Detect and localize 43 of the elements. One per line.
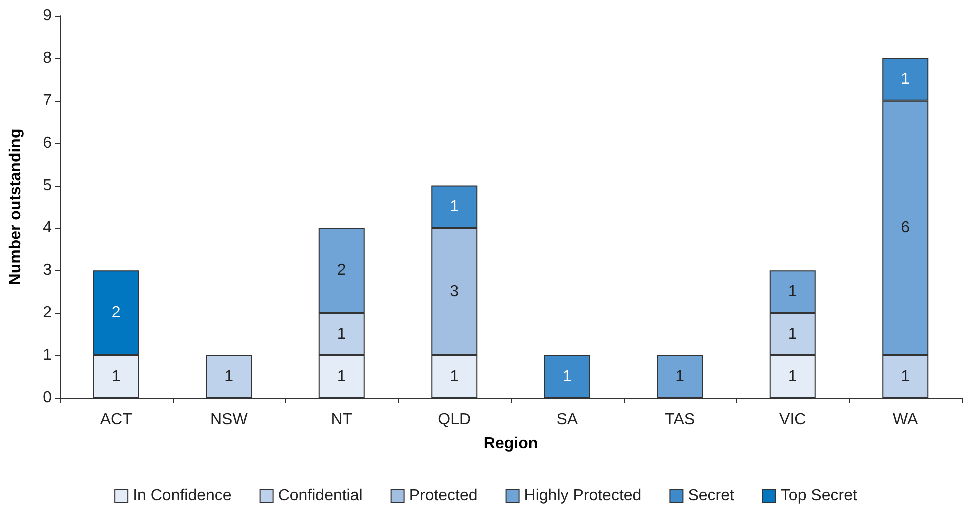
data-label: 3	[450, 283, 460, 300]
data-label: 1	[224, 368, 234, 386]
data-label: 1	[788, 368, 798, 386]
x-tick-label: WA	[893, 412, 919, 428]
x-tick-label: NSW	[210, 412, 249, 428]
y-tick-label: 0	[43, 390, 52, 406]
data-label: 2	[337, 262, 346, 280]
x-tick-label: VIC	[780, 412, 806, 428]
x-axis-title: Region	[484, 436, 538, 452]
x-tick-label: NT	[331, 412, 353, 428]
data-label: 1	[337, 326, 346, 343]
data-label: 6	[901, 220, 910, 237]
y-tick-label: 9	[43, 8, 52, 24]
data-label: 2	[112, 304, 121, 322]
data-label: 1	[788, 283, 798, 300]
y-tick-label: 5	[43, 177, 52, 194]
legend-label: In Confidence	[133, 488, 232, 504]
legend-label: Protected	[409, 488, 478, 504]
y-tick-label: 2	[43, 304, 52, 322]
x-tick-label: SA	[556, 412, 578, 428]
data-label: 1	[337, 368, 346, 386]
legend-label: Confidential	[278, 488, 363, 504]
x-tick-label: TAS	[665, 412, 696, 428]
data-label: 1	[450, 198, 460, 216]
x-tick-label: ACT	[100, 412, 133, 428]
legend-label: Secret	[688, 488, 735, 504]
legend-label: Highly Protected	[524, 488, 642, 504]
legend-label: Top Secret	[780, 488, 858, 504]
data-label: 1	[901, 71, 910, 88]
x-tick-label: QLD	[438, 412, 472, 428]
data-label: 1	[788, 326, 798, 343]
y-tick-label: 1	[43, 347, 52, 364]
y-tick-label: 7	[43, 92, 52, 110]
data-label: 1	[901, 368, 910, 386]
y-tick-label: 4	[43, 220, 52, 237]
data-label: 1	[562, 368, 572, 386]
data-label: 1	[676, 368, 685, 386]
y-tick-label: 3	[43, 262, 52, 280]
data-label: 1	[450, 368, 460, 386]
data-label: 1	[112, 368, 121, 386]
y-tick-label: 6	[43, 134, 52, 152]
y-axis-title: Number outstanding	[8, 128, 24, 286]
y-tick-label: 8	[43, 50, 52, 67]
